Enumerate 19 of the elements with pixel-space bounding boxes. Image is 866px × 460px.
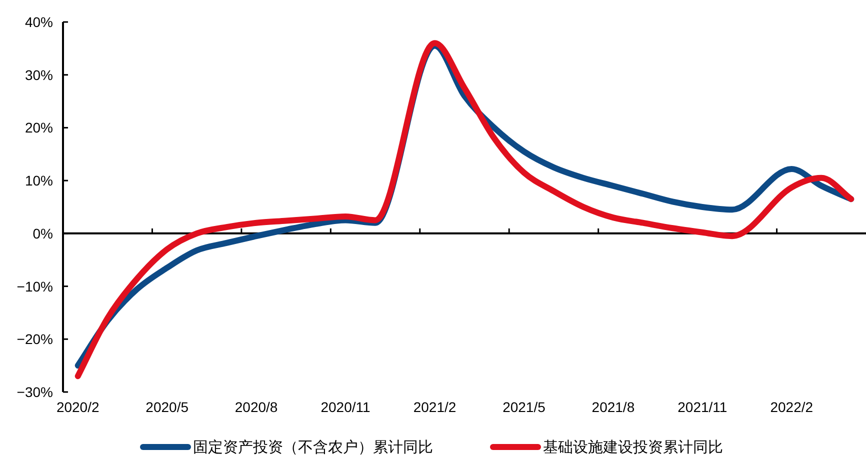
x-tick-label: 2021/8 xyxy=(592,399,635,415)
y-tick-label: 20% xyxy=(24,120,53,136)
x-tick-label: 2020/8 xyxy=(234,399,278,415)
y-tick-label: −20% xyxy=(16,331,53,348)
y-tick-label: −30% xyxy=(16,384,53,400)
x-tick-label: 2021/5 xyxy=(502,399,546,415)
y-tick-label: 0% xyxy=(32,225,53,242)
y-tick-label: 30% xyxy=(24,66,53,83)
legend-label: 固定资产投资（不含农户）累计同比 xyxy=(193,439,433,456)
x-tick-label: 2020/2 xyxy=(56,399,100,415)
x-tick-label: 2021/11 xyxy=(678,399,728,415)
y-tick-label: 10% xyxy=(24,172,53,189)
y-tick-label: −10% xyxy=(16,278,53,294)
x-tick-label: 2021/2 xyxy=(413,399,456,415)
y-tick-label: 40% xyxy=(24,14,53,30)
x-tick-label: 2020/5 xyxy=(146,399,189,415)
legend-label: 基础设施建设投资累计同比 xyxy=(543,439,723,456)
x-tick-label: 2022/2 xyxy=(770,399,814,415)
x-tick-label: 2020/11 xyxy=(320,399,371,415)
